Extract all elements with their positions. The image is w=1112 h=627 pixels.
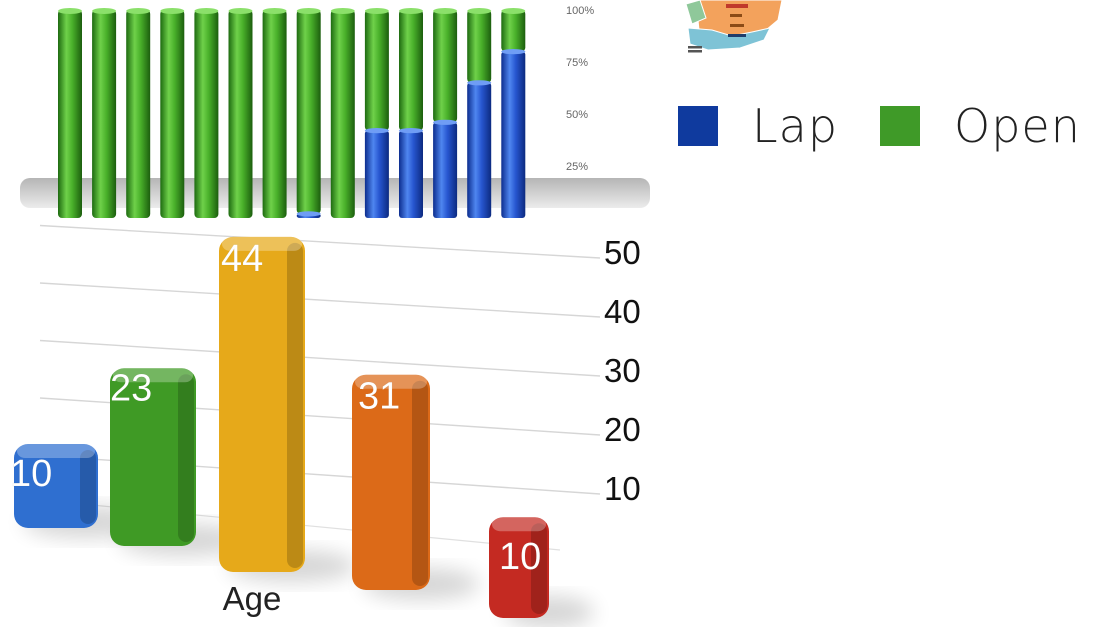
open-bar-segment	[160, 10, 185, 218]
open-bar-segment	[399, 10, 423, 131]
open-bar-segment	[228, 10, 253, 218]
bottom-y-tick-label: 30	[604, 352, 641, 389]
grid-line	[39, 224, 601, 259]
legend-label-lap: Lap	[752, 99, 839, 153]
lap-bar-segment	[501, 51, 526, 218]
open-bar-segment	[92, 10, 117, 218]
open-bar-cap	[228, 8, 253, 14]
open-bar-cap	[501, 8, 526, 14]
grid-line	[39, 282, 601, 318]
bar-top-face	[17, 444, 95, 458]
bottom-y-tick-label: 40	[604, 293, 641, 330]
legend-item-open: Open	[880, 99, 1081, 153]
bottom-y-tick-label: 50	[604, 234, 641, 271]
open-bar-cap	[296, 8, 321, 14]
bottom-y-ticks: 10 20 30 40 50	[604, 234, 641, 507]
bar-data-label: 10	[10, 453, 52, 495]
open-bar-cap	[262, 8, 287, 14]
lap-bar-cap	[467, 80, 492, 86]
stacked-percent-chart: 25% 50% 75% 100%	[20, 5, 650, 218]
legend: Lap Open	[678, 98, 1112, 154]
top-y-ticks: 25% 50% 75% 100%	[566, 5, 594, 173]
top-y-tick-label: 75%	[566, 57, 588, 69]
open-bar-cap	[92, 8, 117, 14]
open-bar-cap	[364, 8, 389, 14]
bar-top-face	[492, 517, 546, 532]
lap-bar-cap	[399, 128, 423, 134]
lap-bar-segment	[399, 130, 423, 218]
lap-bar-segment	[433, 122, 458, 218]
open-bar-cap	[399, 8, 423, 14]
open-bar-cap	[467, 8, 492, 14]
bar-data-label: 10	[499, 536, 541, 578]
grid-line	[39, 339, 601, 377]
lap-bar-cap	[433, 119, 458, 125]
age-bar	[352, 374, 430, 590]
bar-side-shade	[80, 450, 96, 524]
x-axis-label: Age	[223, 580, 282, 617]
open-bar-cap	[194, 8, 219, 14]
open-bar-segment	[330, 10, 355, 218]
lap-swatch	[678, 106, 718, 146]
top-y-tick-label: 25%	[566, 161, 588, 173]
lap-bar-segment	[467, 82, 492, 218]
map-fragment-icon	[686, 0, 783, 53]
age-bar-chart: 10 20 30 40 50 10 23 44 31 10 Age	[10, 224, 641, 627]
open-bar-segment	[364, 10, 389, 131]
open-bar-cap	[433, 8, 458, 14]
age-bar	[110, 368, 196, 546]
age-bar	[489, 517, 549, 618]
open-bar-cap	[160, 8, 185, 14]
open-bar-segment	[58, 10, 82, 218]
open-bar-cap	[330, 8, 355, 14]
open-bar-segment	[194, 10, 219, 218]
open-bar-segment	[126, 10, 151, 218]
bar-side-shade	[412, 380, 428, 586]
bottom-y-tick-label: 10	[604, 470, 641, 507]
bar-top-face	[113, 368, 193, 383]
stacked-bars	[58, 8, 526, 218]
lap-bar-segment	[364, 130, 389, 218]
top-y-tick-label: 100%	[566, 5, 594, 17]
top-y-tick-label: 50%	[566, 109, 588, 121]
age-bars: 10 23 44 31 10	[10, 236, 594, 627]
bar-side-shade	[531, 523, 547, 614]
age-bar	[219, 236, 305, 572]
open-bar-segment	[501, 10, 526, 52]
open-bar-cap	[126, 8, 151, 14]
lap-bar-cap	[296, 211, 321, 217]
legend-item-lap: Lap	[678, 99, 838, 153]
bar-data-label: 44	[221, 238, 263, 280]
open-bar-segment	[433, 10, 458, 123]
bottom-y-tick-label: 20	[604, 411, 641, 448]
bar-side-shade	[287, 242, 303, 568]
legend-label-open: Open	[954, 99, 1081, 153]
bar-top-face	[222, 236, 302, 251]
age-bar	[14, 444, 98, 528]
lap-bar-cap	[501, 49, 526, 55]
bar-data-label: 31	[358, 376, 400, 418]
open-bar-segment	[467, 10, 492, 83]
bar-data-label: 23	[110, 367, 152, 409]
open-swatch	[880, 106, 921, 146]
lap-bar-cap	[364, 128, 389, 134]
open-bar-segment	[262, 10, 287, 218]
open-bar-cap	[58, 8, 82, 14]
bar-top-face	[355, 374, 427, 389]
bar-side-shade	[178, 374, 194, 542]
open-bar-segment	[296, 10, 321, 214]
